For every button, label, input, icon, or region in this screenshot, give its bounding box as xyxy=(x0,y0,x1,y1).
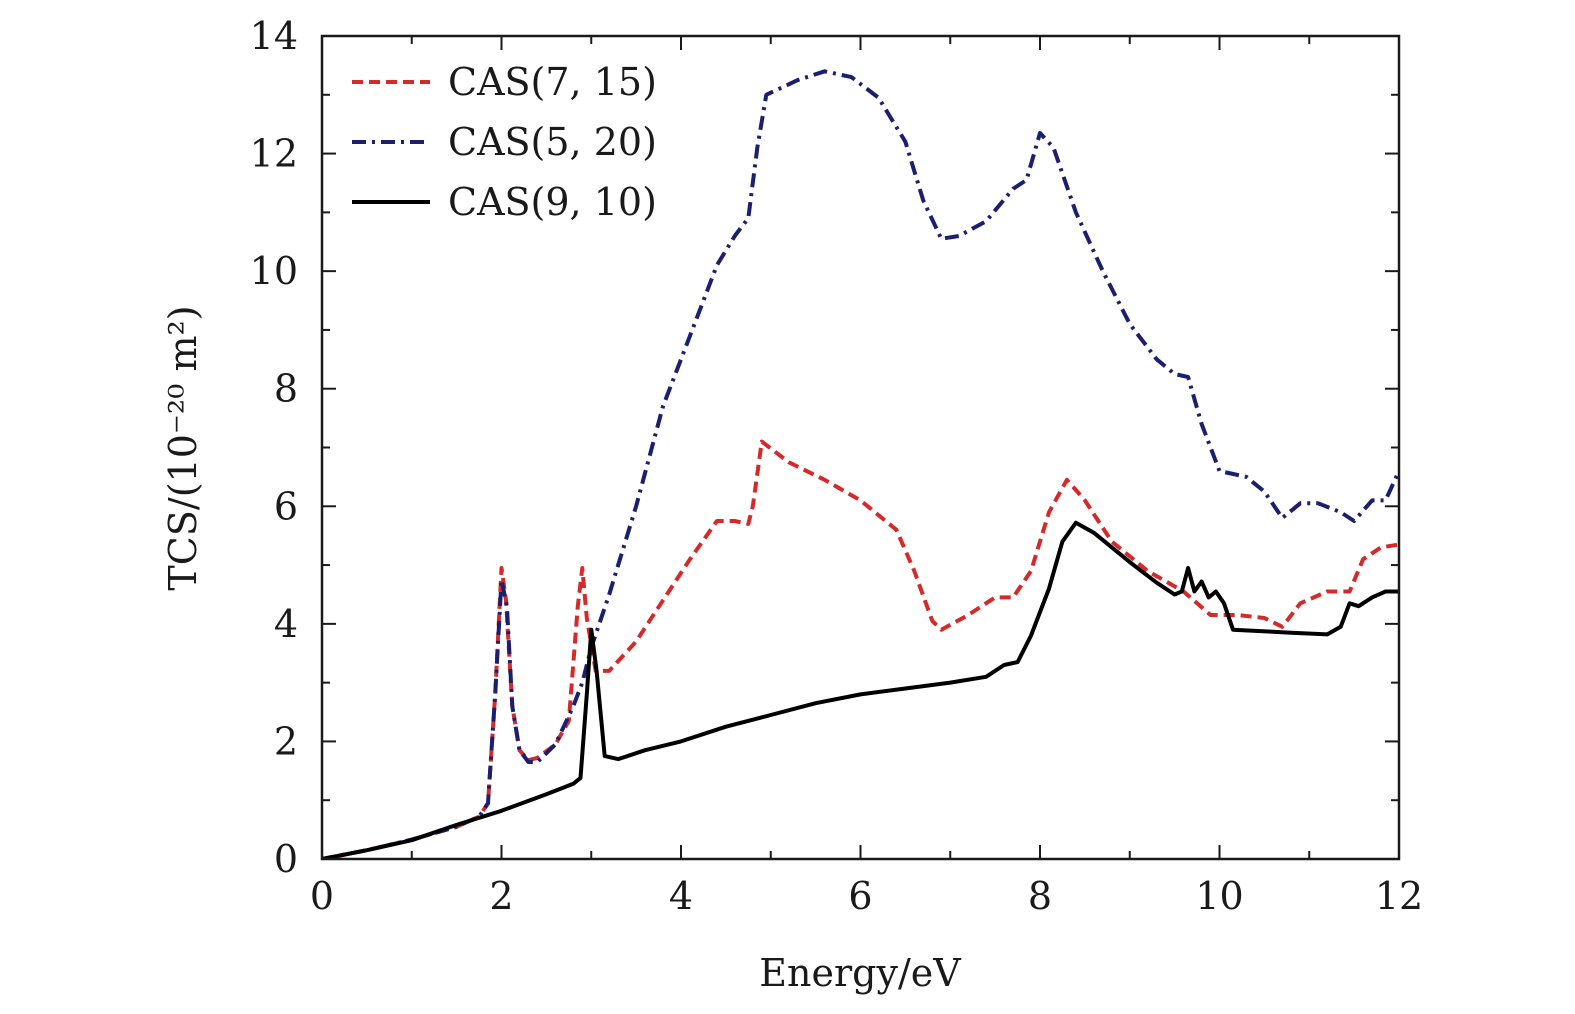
legend-label-cas-7-15: CAS(7, 15) xyxy=(448,60,657,104)
y-tick-label: 2 xyxy=(274,719,298,763)
x-tick-label: 0 xyxy=(310,874,334,918)
y-tick-labels: 0 2 4 6 8 10 12 14 xyxy=(250,14,298,881)
y-axis-ticks xyxy=(322,35,1399,860)
legend-label-cas-9-10: CAS(9, 10) xyxy=(448,180,657,224)
x-axis-title: Energy/eV xyxy=(759,951,961,995)
y-tick-label: 4 xyxy=(274,602,298,646)
x-tick-label: 2 xyxy=(489,874,513,918)
y-axis-title: TCS/(10⁻²⁰ m²) xyxy=(161,305,205,590)
series-line-cas-7-15 xyxy=(322,439,1399,859)
x-tick-label: 4 xyxy=(669,874,693,918)
x-tick-labels: 0 2 4 6 8 10 12 xyxy=(310,874,1423,918)
x-tick-label: 12 xyxy=(1375,874,1423,918)
y-tick-label: 6 xyxy=(274,484,298,528)
plot-frame xyxy=(320,34,1401,861)
y-tick-label: 10 xyxy=(250,249,298,293)
legend-label-cas-5-20: CAS(5, 20) xyxy=(448,120,657,164)
series-layer xyxy=(322,69,1399,859)
y-tick-label: 8 xyxy=(274,367,298,411)
y-tick-label: 0 xyxy=(274,837,298,881)
y-tick-label: 14 xyxy=(250,14,298,58)
x-tick-label: 10 xyxy=(1195,874,1243,918)
series-line-cas-9-10 xyxy=(322,520,1399,859)
x-tick-label: 8 xyxy=(1028,874,1052,918)
x-tick-label: 6 xyxy=(848,874,872,918)
legend: CAS(7, 15) CAS(5, 20) CAS(9, 10) xyxy=(352,60,657,224)
y-tick-label: 12 xyxy=(250,132,298,176)
series-line-cas-5-20 xyxy=(322,69,1399,859)
